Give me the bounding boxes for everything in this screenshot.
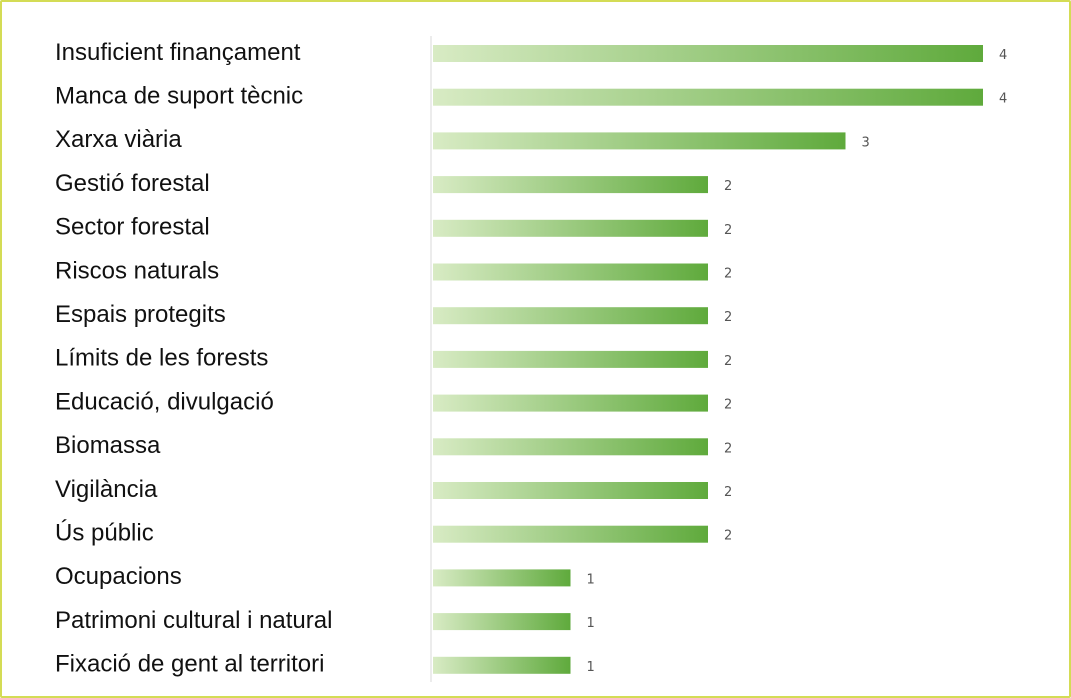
data-label: 2 bbox=[724, 485, 732, 500]
bar bbox=[433, 525, 708, 543]
data-label: 4 bbox=[999, 48, 1007, 63]
bar bbox=[433, 569, 571, 587]
category-label: Insuficient finançament bbox=[55, 39, 301, 66]
category-label: Xarxa viària bbox=[55, 126, 182, 153]
data-label: 2 bbox=[724, 267, 732, 282]
bar bbox=[433, 219, 708, 237]
bar bbox=[433, 394, 708, 412]
bar bbox=[433, 132, 846, 150]
bar bbox=[433, 88, 983, 106]
bar bbox=[433, 307, 708, 325]
category-label: Ús públic bbox=[55, 520, 154, 547]
bar bbox=[433, 350, 708, 368]
data-label: 2 bbox=[724, 441, 732, 456]
category-label: Límits de les forests bbox=[55, 345, 268, 372]
bar bbox=[433, 438, 708, 456]
category-label: Fixació de gent al territori bbox=[55, 651, 324, 678]
data-label: 1 bbox=[587, 572, 595, 587]
data-label: 2 bbox=[724, 310, 732, 325]
category-label: Riscos naturals bbox=[55, 257, 219, 284]
bar bbox=[433, 263, 708, 281]
category-labels: Insuficient finançament Manca de suport t… bbox=[55, 39, 332, 678]
bar bbox=[433, 176, 708, 194]
data-label: 1 bbox=[587, 660, 595, 675]
bar bbox=[433, 613, 571, 631]
value-labels: 4 4 3 2 2 2 2 2 2 2 2 2 1 1 1 bbox=[587, 48, 1008, 675]
category-label: Patrimoni cultural i natural bbox=[55, 607, 332, 634]
category-label: Biomassa bbox=[55, 432, 161, 459]
data-label: 4 bbox=[999, 92, 1007, 107]
bars bbox=[433, 45, 983, 674]
category-label: Vigilància bbox=[55, 476, 158, 503]
data-label: 1 bbox=[587, 616, 595, 631]
data-label: 2 bbox=[724, 398, 732, 413]
bar bbox=[433, 482, 708, 499]
bar bbox=[433, 656, 571, 674]
category-label: Ocupacions bbox=[55, 563, 182, 590]
category-label: Espais protegits bbox=[55, 301, 226, 328]
category-label: Gestió forestal bbox=[55, 170, 210, 197]
data-label: 2 bbox=[724, 179, 732, 194]
data-label: 2 bbox=[724, 529, 732, 544]
bar bbox=[433, 45, 983, 62]
data-label: 2 bbox=[724, 354, 732, 369]
data-label: 3 bbox=[862, 135, 870, 150]
category-label: Manca de suport tècnic bbox=[55, 83, 303, 110]
category-label: Educació, divulgació bbox=[55, 388, 274, 415]
category-label: Sector forestal bbox=[55, 214, 210, 241]
data-label: 2 bbox=[724, 223, 732, 238]
